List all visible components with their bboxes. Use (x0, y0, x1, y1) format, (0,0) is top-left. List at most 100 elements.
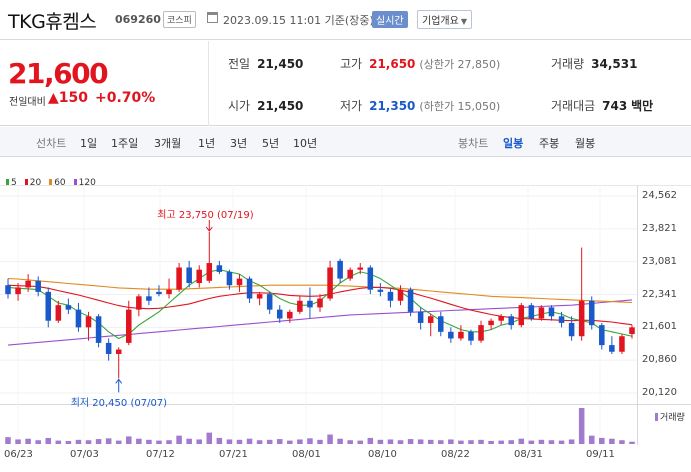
x-tick-label: 08/10 (368, 449, 397, 460)
ma-legend: 5 20 60 120 (6, 178, 104, 188)
stat-high: 고가 21,650 (상한가 27,850) (340, 57, 501, 71)
candle (427, 316, 434, 323)
candle (488, 320, 494, 326)
volume-legend: 거래량 (655, 410, 685, 423)
period-daily[interactable]: 일봉 (503, 137, 524, 150)
volume-bar (468, 440, 474, 444)
candle (588, 300, 595, 326)
volume-bar (55, 440, 62, 444)
volume-bar (568, 439, 575, 444)
volume-bar (196, 439, 202, 444)
candle (377, 289, 384, 292)
period-3m[interactable]: 3개월 (154, 137, 182, 150)
candle (246, 278, 253, 299)
candle (458, 331, 464, 339)
market-badge: 코스피 (163, 11, 196, 28)
volume-bar (397, 440, 404, 444)
volume-bar (599, 437, 605, 444)
chart-toolbar: 선차트 1일 1주일 3개월 1년 3년 5년 10년 봉차트 일봉 주봉 월봉 (0, 127, 691, 157)
x-tick-label: 09/11 (586, 449, 615, 460)
period-5y[interactable]: 5년 (262, 137, 280, 150)
candle-chart-label: 봉차트 (458, 137, 489, 150)
period-10y[interactable]: 10년 (293, 137, 318, 150)
period-1w[interactable]: 1주일 (111, 137, 139, 150)
ma-color-swatch (49, 179, 53, 186)
volume-bar (337, 438, 343, 444)
ma-legend-item[interactable]: 20 (24, 178, 41, 188)
change-value: ▲150 (48, 90, 89, 106)
volume-bar (75, 439, 82, 444)
candle (397, 289, 404, 301)
candle (337, 260, 343, 279)
candle (266, 294, 273, 310)
volume-bar (5, 437, 11, 444)
candle (609, 345, 615, 352)
volume-bar (609, 438, 615, 444)
period-1y[interactable]: 1년 (198, 137, 216, 150)
candle (548, 307, 555, 317)
candle (115, 349, 122, 354)
volume-bar (246, 438, 253, 444)
up-arrow-icon: ▲ (48, 90, 59, 106)
y-tick-label: 20,120 (642, 387, 677, 398)
candlestick-chart[interactable] (0, 185, 691, 445)
period-3y[interactable]: 3년 (230, 137, 248, 150)
candle (65, 305, 72, 310)
candle (5, 285, 11, 295)
ma-legend-item[interactable]: 120 (73, 178, 96, 188)
candle (578, 300, 585, 337)
volume-bar (45, 437, 52, 444)
candle (287, 311, 293, 319)
ma-legend-item[interactable]: 5 (6, 178, 17, 188)
period-weekly[interactable]: 주봉 (539, 137, 560, 150)
x-tick-label: 08/31 (514, 449, 543, 460)
volume-bar (35, 440, 41, 444)
x-tick-label: 06/23 (4, 449, 33, 460)
volume-bar (25, 438, 31, 444)
volume-bar (498, 440, 504, 444)
high-annotation: 최고 23,750 (07/19) (157, 210, 254, 221)
volume-bar (65, 440, 72, 444)
candle (136, 296, 142, 310)
volume-bar (266, 439, 273, 444)
volume-bar (367, 437, 374, 444)
period-1d[interactable]: 1일 (80, 137, 98, 150)
ma-color-swatch (6, 179, 9, 186)
candle (226, 271, 233, 286)
realtime-badge[interactable]: 실시간 (372, 11, 408, 28)
volume-bar (588, 435, 595, 444)
ma60-line (7, 278, 633, 304)
candle (126, 309, 132, 343)
stat-low: 저가 21,350 (하한가 15,050) (340, 99, 501, 113)
volume-bar (226, 439, 233, 444)
candle (156, 291, 162, 295)
candle (186, 267, 192, 284)
volume-bar (357, 440, 364, 444)
divider (208, 41, 209, 126)
candle (256, 294, 263, 299)
volume-bar (105, 438, 112, 444)
candle (558, 316, 565, 323)
stat-prev-close: 전일 21,450 (228, 57, 304, 71)
y-tick-label: 24,562 (642, 190, 677, 201)
candle (327, 267, 333, 299)
candle (468, 331, 474, 341)
volume-bar (126, 436, 132, 444)
volume-bar (488, 440, 494, 444)
y-tick-label: 21,601 (642, 321, 677, 333)
candle (216, 265, 223, 272)
volume-bar (458, 440, 464, 444)
company-info-button[interactable]: 기업개요 ▼ (417, 10, 472, 29)
ma-legend-item[interactable]: 60 (49, 178, 66, 188)
chevron-down-icon: ▼ (460, 17, 467, 26)
ma120-line (7, 299, 633, 346)
change-label: 전일대비 (9, 97, 46, 108)
stock-code: 069260 (115, 13, 161, 26)
candle (528, 305, 535, 319)
candle (95, 316, 102, 343)
volume-bar (448, 439, 454, 444)
volume-bar (15, 439, 21, 444)
candle (45, 291, 52, 321)
period-monthly[interactable]: 월봉 (575, 137, 596, 150)
candle (367, 267, 374, 290)
